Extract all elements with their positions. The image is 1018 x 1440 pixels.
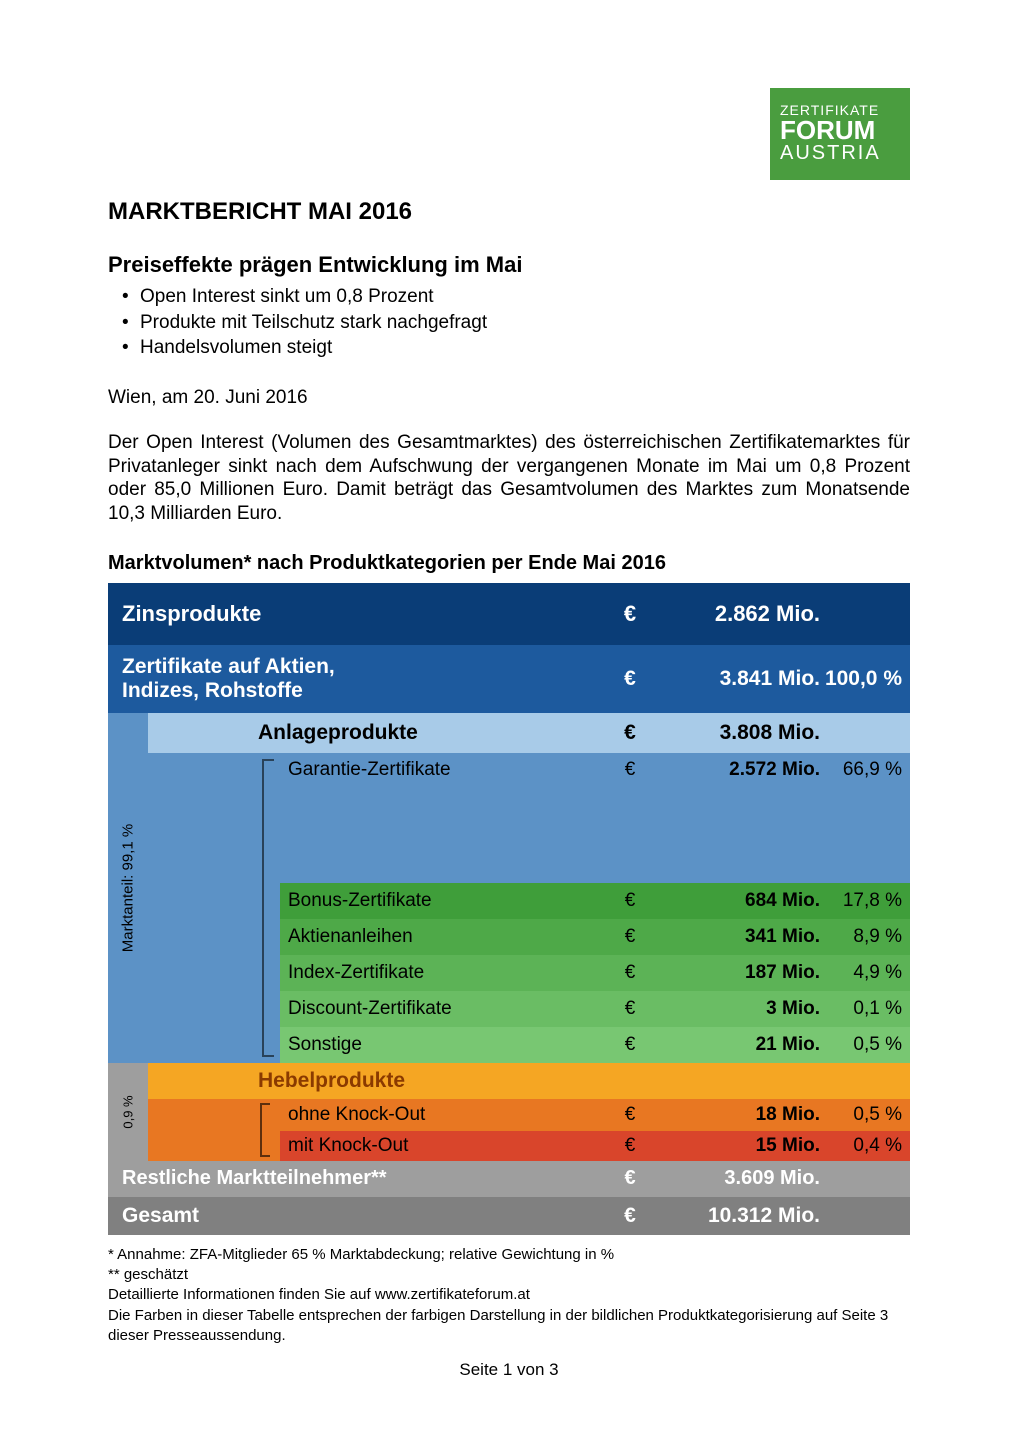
cell-value: 341 Mio. xyxy=(650,926,820,948)
cell-percent: 0,5 % xyxy=(820,1034,910,1056)
bullet-item: Handelsvolumen steigt xyxy=(140,335,910,361)
footnote-line: ** geschätzt xyxy=(108,1265,910,1285)
table-title: Marktvolumen* nach Produktkategorien per… xyxy=(108,552,910,575)
row-aktienanleihen: Aktienanleihen € 341 Mio. 8,9 % xyxy=(280,919,910,955)
bullet-list: Open Interest sinkt um 0,8 Prozent Produ… xyxy=(108,284,910,361)
cell-percent: 0,4 % xyxy=(820,1135,910,1157)
row-mit-knockout: mit Knock-Out € 15 Mio. 0,4 % xyxy=(280,1131,910,1161)
cell-percent: 8,9 % xyxy=(820,926,910,948)
logo-line2: FORUM xyxy=(780,118,902,143)
cell-value: 2.862 Mio. xyxy=(650,601,820,627)
bullet-item: Produkte mit Teilschutz stark nachgefrag… xyxy=(140,310,910,336)
cell-percent: 0,1 % xyxy=(820,998,910,1020)
cell-label: Sonstige xyxy=(280,1034,610,1056)
footnotes: * Annahme: ZFA-Mitglieder 65 % Marktabde… xyxy=(108,1245,910,1346)
cell-percent: 100,0 % xyxy=(820,667,910,691)
bullet-item: Open Interest sinkt um 0,8 Prozent xyxy=(140,284,910,310)
cell-label: Index-Zertifikate xyxy=(280,962,610,984)
row-anlageprodukte: Anlageprodukte € 3.808 Mio. xyxy=(148,713,910,753)
cell-label-line1: Zertifikate auf Aktien, xyxy=(122,655,610,679)
row-bonus: Bonus-Zertifikate € 684 Mio. 17,8 % xyxy=(280,883,910,919)
cell-value: 21 Mio. xyxy=(650,1034,820,1056)
cell-currency: € xyxy=(610,721,650,745)
cell-label-line2: Indizes, Rohstoffe xyxy=(122,679,610,703)
cell-currency: € xyxy=(610,962,650,984)
cell-currency: € xyxy=(610,1167,650,1190)
cell-label: Bonus-Zertifikate xyxy=(280,890,610,912)
cell-label: Zinsprodukte xyxy=(122,601,610,627)
row-discount-zertifikate: Discount-Zertifikate € 3 Mio. 0,1 % xyxy=(280,991,910,1027)
row-index-zertifikate: Index-Zertifikate € 187 Mio. 4,9 % xyxy=(280,955,910,991)
market-volume-table: Zinsprodukte € 2.862 Mio. Zertifikate au… xyxy=(108,583,910,1235)
cell-currency: € xyxy=(610,998,650,1020)
document-title: MARKTBERICHT MAI 2016 xyxy=(108,198,910,226)
footnote-line: * Annahme: ZFA-Mitglieder 65 % Marktabde… xyxy=(108,1245,910,1265)
cell-value: 18 Mio. xyxy=(650,1104,820,1126)
cell-value: 2.572 Mio. xyxy=(650,759,820,781)
cell-value: 3 Mio. xyxy=(650,998,820,1020)
row-gesamt: Gesamt € 10.312 Mio. xyxy=(108,1197,910,1235)
bracket-icon xyxy=(260,1103,270,1157)
sidebar-label: 0,9 % xyxy=(121,1095,136,1128)
cell-value: 3.808 Mio. xyxy=(650,721,820,745)
cell-value: 3.609 Mio. xyxy=(650,1167,820,1190)
cell-currency: € xyxy=(610,601,650,627)
body-paragraph: Der Open Interest (Volumen des Gesamtmar… xyxy=(108,431,910,526)
cell-label: ohne Knock-Out xyxy=(280,1104,610,1126)
cell-percent: 0,5 % xyxy=(820,1104,910,1126)
row-hebelprodukte: Hebelprodukte xyxy=(148,1063,910,1099)
bracket-main xyxy=(258,753,280,1063)
indent-spacer xyxy=(148,1099,258,1161)
sidebar-marktanteil-hebel: 0,9 % xyxy=(108,1063,148,1161)
page-number: Seite 1 von 3 xyxy=(108,1360,910,1380)
cell-currency: € xyxy=(610,890,650,912)
row-garantie: Garantie-Zertifikate € 2.572 Mio. 66,9 % xyxy=(280,753,910,883)
cell-percent: 4,9 % xyxy=(820,962,910,984)
cell-currency: € xyxy=(610,926,650,948)
cell-percent: 66,9 % xyxy=(820,759,910,781)
bracket-icon xyxy=(262,759,274,1057)
cell-value: 684 Mio. xyxy=(650,890,820,912)
indent-spacer xyxy=(148,753,258,1063)
cell-percent: 17,8 % xyxy=(820,890,910,912)
sidebar-label: Marktanteil: 99,1 % xyxy=(120,824,137,952)
cell-value: 10.312 Mio. xyxy=(650,1204,820,1228)
cell-label: Zertifikate auf Aktien, Indizes, Rohstof… xyxy=(122,655,610,703)
row-ohne-knockout: ohne Knock-Out € 18 Mio. 0,5 % xyxy=(280,1099,910,1131)
footnote-line: Die Farben in dieser Tabelle entsprechen… xyxy=(108,1306,910,1347)
sidebar-marktanteil-main: Marktanteil: 99,1 % xyxy=(108,713,148,1063)
footnote-line: Detaillierte Informationen finden Sie au… xyxy=(108,1285,910,1305)
row-sonstige: Sonstige € 21 Mio. 0,5 % xyxy=(280,1027,910,1063)
logo: ZERTIFIKATE FORUM AUSTRIA xyxy=(770,88,910,180)
cell-value: 15 Mio. xyxy=(650,1135,820,1157)
dateline: Wien, am 20. Juni 2016 xyxy=(108,387,910,409)
cell-currency: € xyxy=(610,1135,650,1157)
cell-value: 3.841 Mio. xyxy=(650,667,820,691)
cell-currency: € xyxy=(610,759,650,781)
row-restliche: Restliche Marktteilnehmer** € 3.609 Mio. xyxy=(108,1161,910,1197)
cell-label: Garantie-Zertifikate xyxy=(280,759,610,781)
cell-label: mit Knock-Out xyxy=(280,1135,610,1157)
cell-label: Gesamt xyxy=(122,1204,610,1228)
row-zertifikate: Zertifikate auf Aktien, Indizes, Rohstof… xyxy=(108,645,910,713)
bracket-hebel xyxy=(258,1099,280,1161)
row-zinsprodukte: Zinsprodukte € 2.862 Mio. xyxy=(108,583,910,645)
cell-label: Restliche Marktteilnehmer** xyxy=(122,1167,610,1190)
cell-currency: € xyxy=(610,667,650,691)
cell-label: Aktienanleihen xyxy=(280,926,610,948)
cell-currency: € xyxy=(610,1204,650,1228)
cell-label: Hebelprodukte xyxy=(258,1069,910,1093)
cell-value: 187 Mio. xyxy=(650,962,820,984)
cell-currency: € xyxy=(610,1034,650,1056)
cell-currency: € xyxy=(610,1104,650,1126)
logo-line3: AUSTRIA xyxy=(780,143,902,163)
subtitle: Preiseffekte prägen Entwicklung im Mai xyxy=(108,252,910,278)
cell-label: Anlageprodukte xyxy=(258,721,610,745)
cell-label: Discount-Zertifikate xyxy=(280,998,610,1020)
